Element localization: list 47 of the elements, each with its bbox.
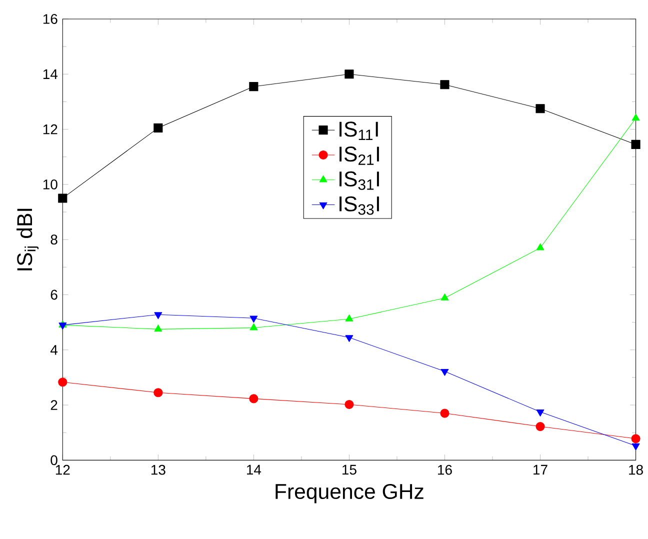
point xyxy=(440,408,450,418)
point xyxy=(344,70,354,79)
point xyxy=(631,140,640,150)
y-tick-label: 4 xyxy=(50,345,58,355)
legend-label: IS$_{31}$I xyxy=(340,172,379,190)
point xyxy=(345,335,354,342)
legend-label: IS$_{33}$I xyxy=(340,196,379,215)
point xyxy=(249,394,258,404)
y-tick-label: 8 xyxy=(50,234,58,245)
y-tick-label: 16 xyxy=(43,14,58,24)
y-tick-label: 14 xyxy=(43,69,58,80)
point xyxy=(344,400,354,410)
point xyxy=(58,194,68,203)
x-tick-label: 13 xyxy=(151,464,166,475)
point xyxy=(536,243,544,250)
x-tick-label: 15 xyxy=(342,464,356,475)
x-tick-label: 18 xyxy=(629,464,643,475)
x-tick-label: 14 xyxy=(246,464,262,475)
point xyxy=(631,434,640,444)
x-tick-label: 16 xyxy=(438,464,452,475)
point xyxy=(440,294,449,301)
y-tick-label: 2 xyxy=(50,400,58,410)
y-tick-label: 6 xyxy=(50,290,58,300)
point xyxy=(440,369,449,376)
point xyxy=(536,104,545,114)
point xyxy=(536,422,545,432)
y-tick-label: 10 xyxy=(43,180,58,190)
point xyxy=(632,444,640,450)
y-tick-label: 0 xyxy=(50,455,58,466)
point xyxy=(345,314,354,322)
point xyxy=(58,378,68,387)
point xyxy=(632,114,640,121)
x-axis-title: Frequence GHz xyxy=(276,484,424,504)
point xyxy=(250,323,258,330)
x-tick-label: 17 xyxy=(534,464,548,475)
legend-label: IS$_{11}$I xyxy=(340,122,378,140)
point xyxy=(154,388,163,398)
point xyxy=(536,410,544,417)
point xyxy=(249,82,258,92)
point xyxy=(154,324,162,332)
point xyxy=(154,123,163,133)
y-tick-label: 12 xyxy=(43,124,58,134)
y-axis-title: IS$_{ij}$ dBI xyxy=(16,208,39,270)
point xyxy=(440,80,450,90)
legend-label: IS$_{21}$I xyxy=(340,146,379,165)
point xyxy=(154,312,162,320)
point xyxy=(250,316,258,323)
